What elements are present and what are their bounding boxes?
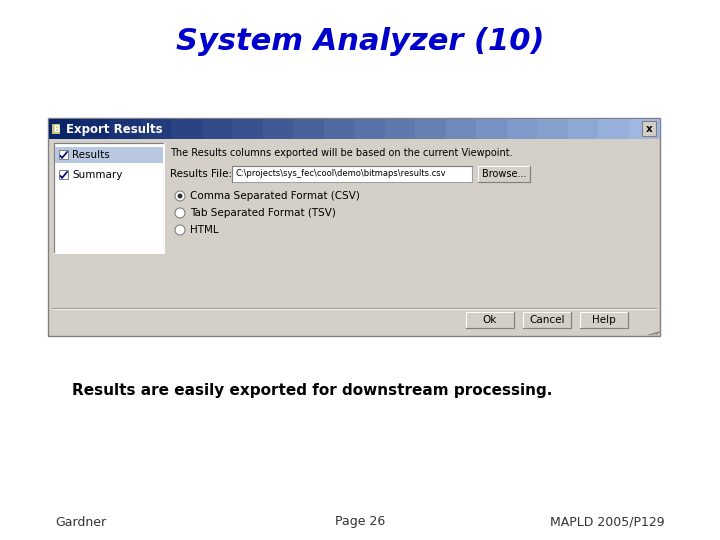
Bar (202, 119, 233, 139)
Bar (140, 119, 172, 139)
Text: System Analyzer (10): System Analyzer (10) (176, 28, 544, 57)
Bar (49, 119, 355, 139)
Bar (171, 119, 202, 139)
Text: C:\projects\sys_fec\cool\demo\bitmaps\results.csv: C:\projects\sys_fec\cool\demo\bitmaps\re… (235, 170, 446, 179)
Text: Help: Help (592, 315, 616, 325)
Text: Page 26: Page 26 (335, 516, 385, 529)
Bar (232, 166, 472, 182)
Text: B: B (53, 125, 59, 133)
Bar (523, 312, 571, 328)
Bar (642, 121, 656, 136)
Bar (110, 119, 142, 139)
Bar (293, 119, 325, 139)
Bar (537, 119, 569, 139)
Bar (232, 119, 264, 139)
Bar (567, 119, 599, 139)
Bar (415, 119, 446, 139)
Bar (59, 170, 68, 179)
Bar (384, 119, 416, 139)
Bar (323, 119, 355, 139)
Text: Summary: Summary (72, 170, 122, 180)
Bar (48, 118, 660, 336)
Text: Comma Separated Format (CSV): Comma Separated Format (CSV) (190, 191, 360, 201)
Circle shape (175, 191, 185, 201)
Bar (478, 166, 530, 182)
Circle shape (178, 193, 182, 199)
Circle shape (175, 225, 185, 235)
Bar (263, 119, 294, 139)
Bar (476, 119, 508, 139)
Bar (54, 143, 164, 253)
Text: Cancel: Cancel (529, 315, 564, 325)
Bar (49, 119, 81, 139)
Text: Results are easily exported for downstream processing.: Results are easily exported for downstre… (72, 382, 552, 397)
Text: Gardner: Gardner (55, 516, 106, 529)
Bar (466, 312, 514, 328)
Text: Export Results: Export Results (66, 123, 163, 136)
Text: HTML: HTML (190, 225, 219, 235)
Text: The Results columns exported will be based on the current Viewpoint.: The Results columns exported will be bas… (170, 148, 513, 158)
Bar (629, 119, 660, 139)
Bar (59, 150, 68, 159)
Text: Browse...: Browse... (482, 169, 526, 179)
Text: Tab Separated Format (TSV): Tab Separated Format (TSV) (190, 208, 336, 218)
Text: Results: Results (72, 150, 109, 160)
Bar (355, 119, 659, 139)
Bar (354, 119, 385, 139)
Bar (598, 119, 629, 139)
Bar (55, 147, 163, 163)
Text: MAPLD 2005/P129: MAPLD 2005/P129 (550, 516, 665, 529)
Bar (580, 312, 628, 328)
Circle shape (175, 208, 185, 218)
Text: Ok: Ok (483, 315, 498, 325)
Text: Results File:: Results File: (170, 169, 232, 179)
Bar (506, 119, 538, 139)
Bar (79, 119, 111, 139)
Text: x: x (646, 124, 652, 133)
Bar (446, 119, 477, 139)
